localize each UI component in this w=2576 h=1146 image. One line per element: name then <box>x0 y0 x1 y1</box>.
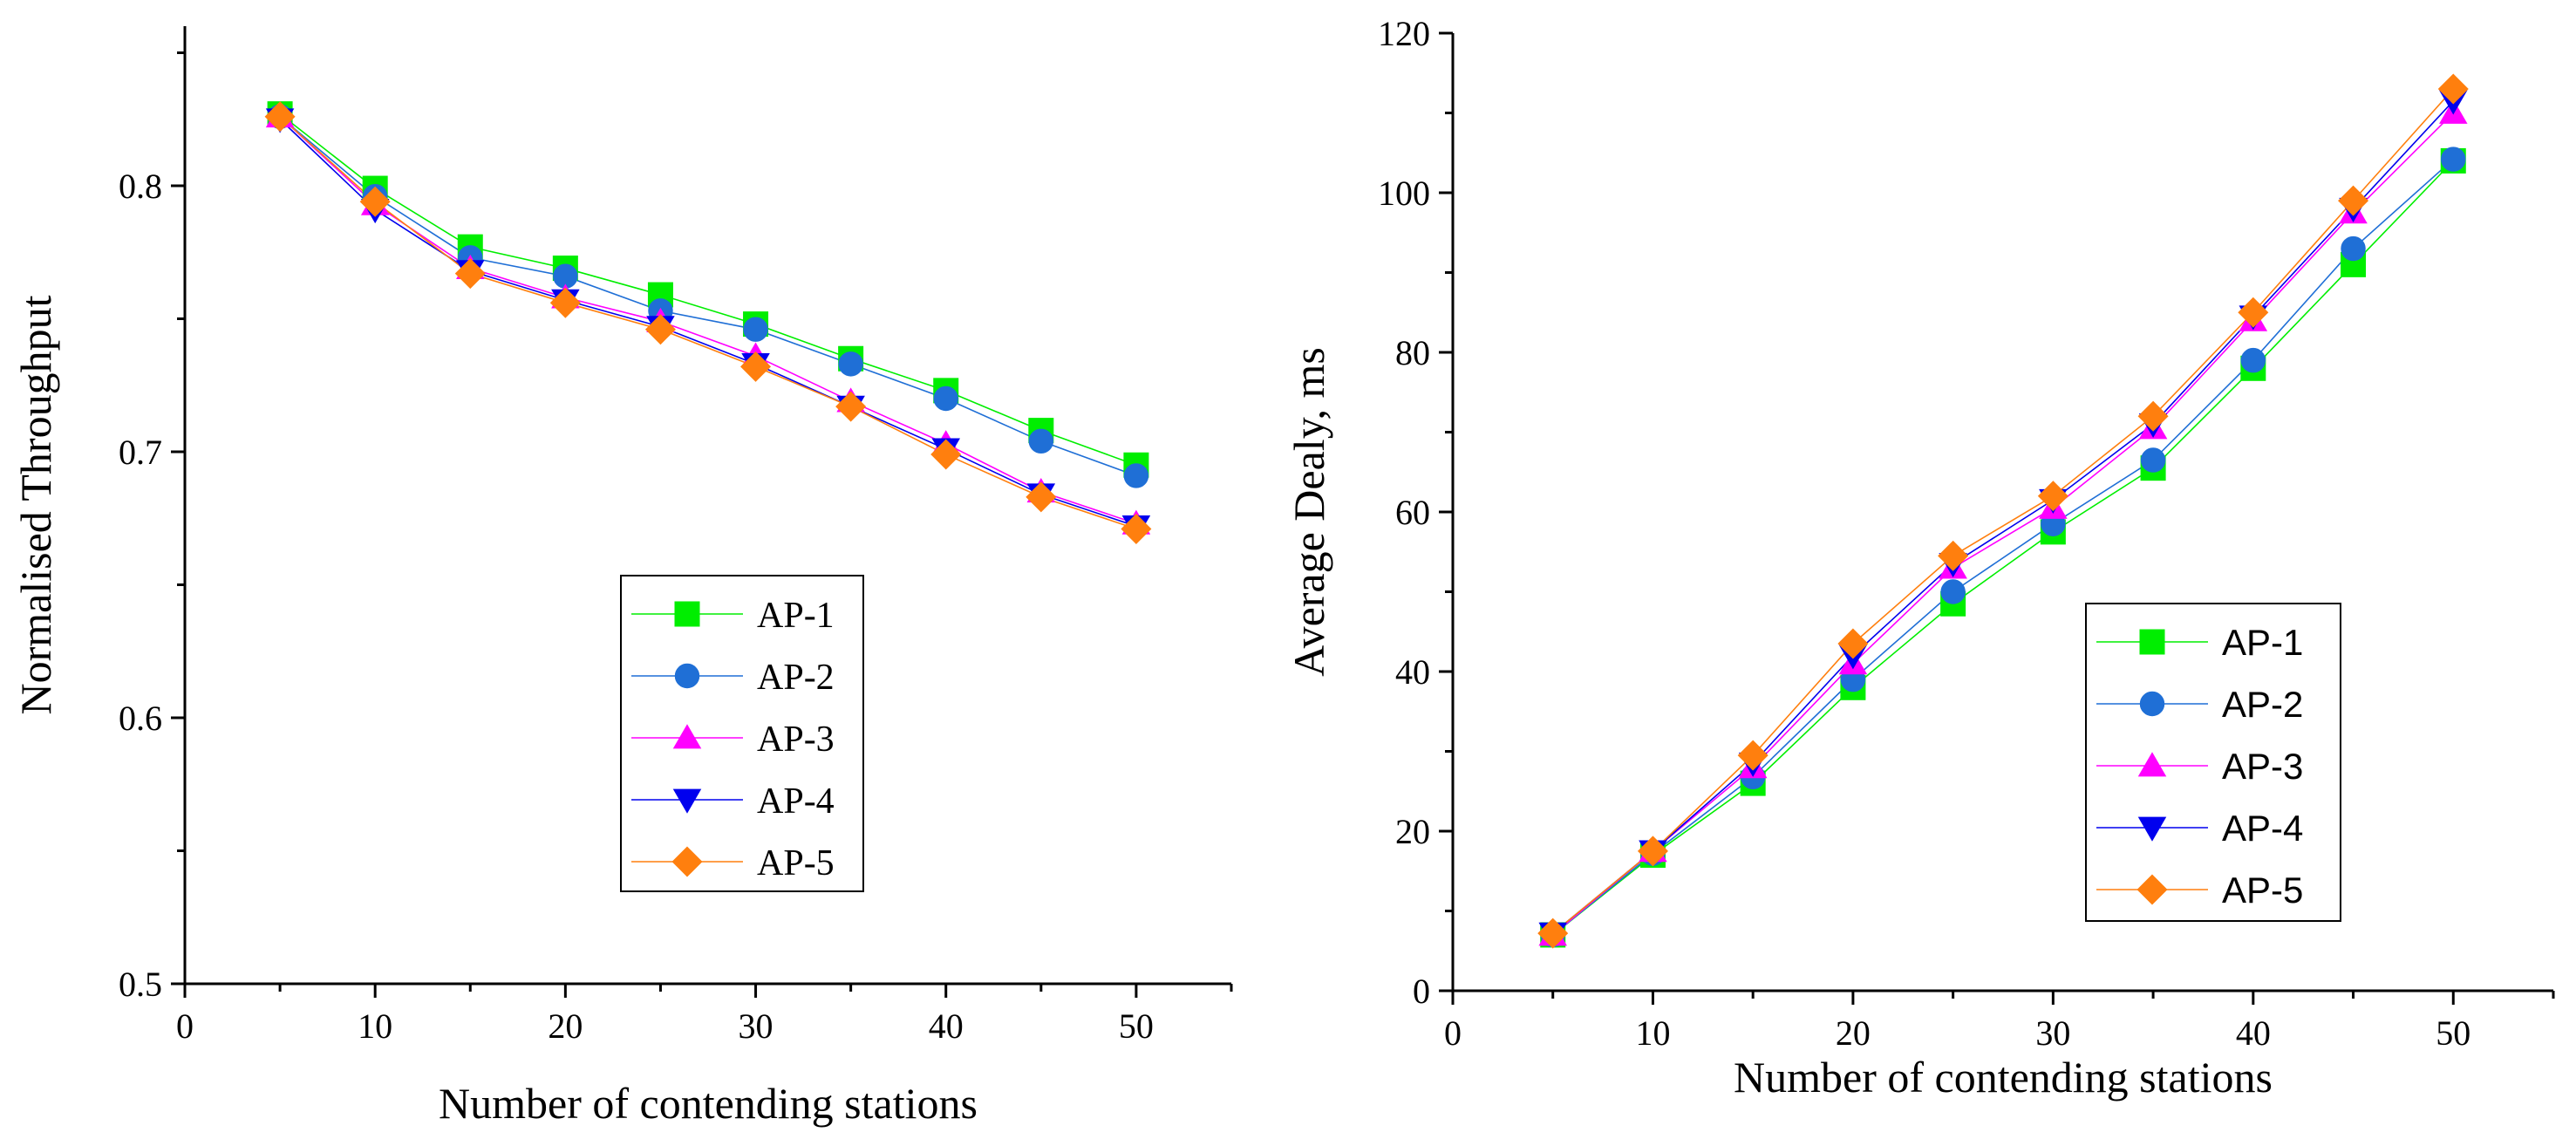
legend: AP-1 AP-2 AP-3 AP-4 AP-5 <box>2085 603 2341 922</box>
legend-marker <box>672 788 702 814</box>
data-point-ap-2 <box>2441 147 2466 172</box>
legend-marker <box>672 724 702 749</box>
series-line-ap-1 <box>279 113 1137 467</box>
legend-marker <box>2136 874 2168 905</box>
y-axis-title: Average Dealy, ms <box>1285 347 1333 677</box>
data-point-ap-5 <box>454 258 486 290</box>
data-point-ap-2 <box>1123 463 1149 488</box>
legend-box <box>2085 603 2341 922</box>
data-point-ap-2 <box>1940 579 1966 604</box>
data-point-ap-5 <box>2037 481 2068 512</box>
legend-marker <box>2137 752 2167 777</box>
legend-box <box>620 575 864 892</box>
data-point-ap-5 <box>1737 740 1768 771</box>
series-line-ap-4 <box>279 119 1137 528</box>
y-tick-label: 60 <box>1395 493 1430 532</box>
x-tick-label: 20 <box>548 1006 583 1046</box>
series-line-ap-5 <box>279 116 1137 530</box>
series-line-ap-4 <box>1552 100 2454 934</box>
x-tick-label: 10 <box>1635 1013 1670 1053</box>
legend-label: AP-5 <box>2222 870 2303 911</box>
data-point-ap-5 <box>1938 540 1969 571</box>
legend-label: AP-5 <box>757 843 835 883</box>
data-point-ap-2 <box>1028 428 1054 454</box>
x-tick-label: 0 <box>176 1006 194 1046</box>
legend-label: AP-4 <box>757 781 835 822</box>
data-point-ap-2 <box>838 351 863 377</box>
legend-label: AP-1 <box>2222 622 2303 663</box>
legend-label: AP-3 <box>757 720 835 760</box>
data-point-ap-5 <box>549 287 581 318</box>
data-point-ap-5 <box>264 101 296 133</box>
legend: AP-1 AP-2 AP-3 AP-4 AP-5 <box>620 575 864 892</box>
y-tick-label: 100 <box>1378 174 1430 213</box>
data-point-ap-5 <box>359 186 391 217</box>
x-tick-label: 50 <box>2436 1013 2470 1053</box>
data-point-ap-5 <box>2238 297 2269 328</box>
x-tick-label: 30 <box>2035 1013 2070 1053</box>
series-line-ap-2 <box>1552 158 2454 936</box>
legend-marker <box>671 846 703 877</box>
x-tick-label: 0 <box>1444 1013 1462 1053</box>
delay-chart: 0 10 20 30 40 50 0 20 40 60 80 100 120 Number of cont… <box>1285 14 2555 1102</box>
y-tick-label: 120 <box>1378 14 1430 53</box>
data-point-ap-5 <box>930 439 962 470</box>
legend-marker <box>2137 816 2167 842</box>
data-point-ap-5 <box>1121 513 1152 544</box>
y-tick-label: 0.5 <box>119 965 162 1004</box>
y-tick-label: 0.8 <box>119 167 162 206</box>
y-tick-label: 0 <box>1413 972 1430 1011</box>
y-tick-label: 0.7 <box>119 433 162 472</box>
y-tick-label: 0.6 <box>119 699 162 738</box>
legend-label: AP-1 <box>757 596 835 636</box>
x-tick-label: 40 <box>2236 1013 2271 1053</box>
data-point-ap-5 <box>835 391 867 422</box>
data-point-ap-5 <box>2137 400 2169 432</box>
legend-label: AP-3 <box>2222 746 2303 787</box>
x-tick-label: 20 <box>1836 1013 1871 1053</box>
x-axis-title: Number of contending stations <box>1734 1053 2273 1102</box>
series-line-ap-2 <box>279 116 1137 477</box>
data-point-ap-5 <box>740 351 772 382</box>
y-tick-label: 20 <box>1395 812 1430 851</box>
series-line-ap-1 <box>1552 160 2454 936</box>
series-line-ap-3 <box>1552 112 2454 936</box>
legend-label: AP-4 <box>2222 808 2303 849</box>
data-point-ap-5 <box>1026 481 1057 513</box>
series-line-ap-3 <box>279 116 1137 525</box>
legend-marker <box>2139 629 2165 655</box>
data-point-ap-2 <box>2140 447 2166 473</box>
x-tick-label: 40 <box>929 1006 964 1046</box>
data-point-ap-2 <box>2341 235 2366 262</box>
x-tick-label: 10 <box>358 1006 392 1046</box>
y-tick-label: 40 <box>1395 652 1430 692</box>
data-point-ap-5 <box>2338 185 2369 216</box>
throughput-chart: 0 10 20 30 40 50 0.5 0.6 0.7 0.8 Number of contend… <box>11 26 1233 1128</box>
data-point-ap-2 <box>2240 347 2266 373</box>
legend-label: AP-2 <box>757 658 835 698</box>
data-point-ap-2 <box>743 317 768 342</box>
data-point-ap-2 <box>933 385 958 412</box>
legend-label: AP-2 <box>2222 684 2303 725</box>
data-point-ap-5 <box>644 314 676 345</box>
x-tick-label: 30 <box>739 1006 773 1046</box>
legend-marker <box>2139 691 2165 717</box>
data-point-ap-5 <box>1837 628 1869 659</box>
y-tick-label: 80 <box>1395 333 1430 372</box>
x-axis-title: Number of contending stations <box>439 1079 978 1128</box>
data-point-ap-5 <box>1637 836 1668 867</box>
y-axis-title: Normalised Throughput <box>11 295 60 714</box>
data-point-ap-5 <box>2437 73 2469 105</box>
legend-marker <box>674 601 700 627</box>
x-tick-label: 50 <box>1119 1006 1154 1046</box>
legend-marker <box>674 663 700 689</box>
data-point-ap-5 <box>1537 917 1569 949</box>
series-line-ap-5 <box>1552 88 2454 934</box>
